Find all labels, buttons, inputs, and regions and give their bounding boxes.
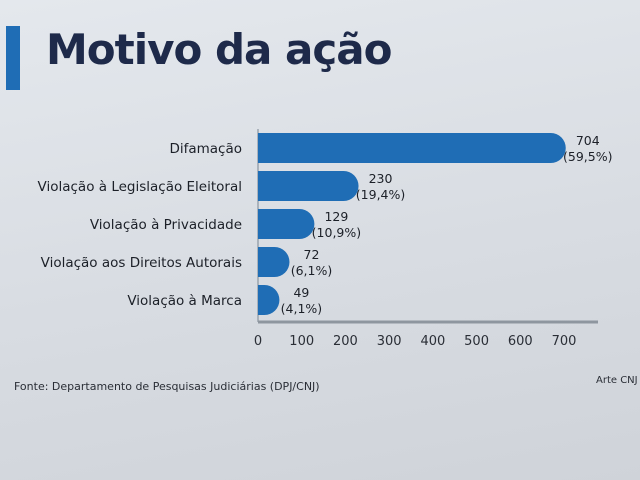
value-label: 49 [293, 285, 309, 300]
bar-2 [258, 171, 359, 201]
bar-4 [258, 247, 290, 277]
percent-label: (59,5%) [563, 149, 612, 164]
category-label: Violação à Legislação Eleitoral [38, 179, 242, 195]
percent-label: (4,1%) [281, 301, 323, 316]
category-label: Violação à Privacidade [90, 217, 242, 233]
chart-title: Motivo da ação [46, 25, 392, 74]
value-label: 704 [576, 133, 600, 148]
x-tick-label: 300 [377, 334, 402, 349]
value-label: 230 [369, 171, 393, 186]
category-label: Violação aos Direitos Autorais [41, 255, 242, 271]
x-tick-label: 500 [464, 334, 489, 349]
value-label: 72 [304, 247, 320, 262]
value-label: 129 [324, 209, 348, 224]
x-tick-label: 700 [552, 334, 577, 349]
bar-1 [258, 133, 566, 163]
source-note: Fonte: Departamento de Pesquisas Judiciá… [14, 380, 320, 393]
x-tick-label: 200 [333, 334, 358, 349]
category-label: Violação à Marca [127, 293, 242, 309]
art-credit: Arte CNJ [596, 375, 638, 386]
bar-3 [258, 209, 315, 239]
percent-label: (6,1%) [291, 263, 333, 278]
bar-5 [258, 285, 280, 315]
x-tick-label: 0 [254, 334, 262, 349]
x-tick-label: 100 [289, 334, 314, 349]
category-label: Difamação [169, 141, 242, 157]
x-tick-label: 600 [508, 334, 533, 349]
title-accent-bar [6, 26, 20, 90]
x-tick-label: 400 [420, 334, 445, 349]
percent-label: (10,9%) [312, 225, 361, 240]
percent-label: (19,4%) [356, 187, 405, 202]
